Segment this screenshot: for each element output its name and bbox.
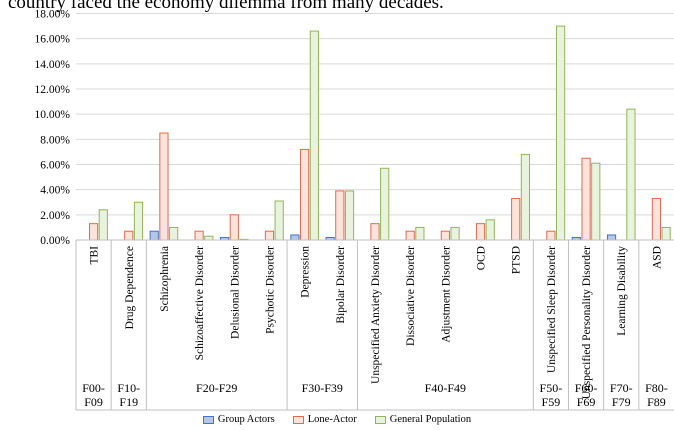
group-label: F79 [612,395,631,409]
y-tick-label: 10.00% [35,109,71,121]
legend-label: Group Actors [218,414,275,425]
bar-lone-actor [265,231,273,240]
legend-swatch-lone-actor [293,416,304,424]
bar-lone-actor [512,198,520,240]
category-label: Schizophrenia [159,246,171,312]
group-label: F69 [577,395,596,409]
legend-item-lone-actor: Lone-Actor [293,414,357,425]
group-label: F30-F39 [302,381,343,395]
bar-general-population [134,202,142,240]
category-label: Learning Disability [616,246,628,336]
bar-lone-actor [89,224,97,240]
bar-general-population [310,31,318,240]
group-label: F00- [82,381,105,395]
group-label: F80- [645,381,668,395]
y-tick-label: 14.00% [35,59,71,71]
bar-general-population [170,227,178,240]
y-tick-label: 6.00% [40,160,70,172]
bar-lone-actor [652,198,660,240]
group-label: F09 [84,395,103,409]
bar-general-population [205,236,213,240]
legend-item-group-actors: Group Actors [203,414,275,425]
category-label: Dissociative Disorder [405,246,417,346]
bar-lone-actor [301,149,309,240]
bar-general-population [627,109,635,240]
category-label: Depression [300,246,312,298]
legend-swatch-general-population [375,416,386,424]
category-label: Delusional Disorder [229,246,241,339]
bar-general-population [451,227,459,240]
legend-swatch-group-actors [203,416,214,424]
bar-lone-actor [371,224,379,240]
bar-lone-actor [230,215,238,240]
category-label: Unspecified Anxiety Disorder [370,246,382,384]
bar-general-population [556,26,564,240]
bar-general-population [345,191,353,240]
bar-general-population [275,201,283,240]
group-label: F10- [117,381,140,395]
y-tick-label: 0.00% [40,235,70,247]
group-label: F59 [542,395,561,409]
bar-lone-actor [336,191,344,240]
group-label: F19 [119,395,138,409]
category-label: ASD [651,246,663,269]
category-label: Schizoaffective Disorder [194,246,206,361]
category-label: Unspecified Personality Disorder [581,246,593,399]
group-label: F89 [647,395,666,409]
y-tick-label: 4.00% [40,185,70,197]
group-label: F70- [610,381,633,395]
y-tick-label: 12.00% [35,84,71,96]
legend-item-general-population: General Population [375,414,471,425]
bar-lone-actor [195,231,203,240]
group-label: F50- [540,381,563,395]
bar-general-population [416,227,424,240]
category-label: Bipolar Disorder [335,246,347,324]
y-tick-label: 18.00% [35,9,71,21]
bar-general-population [662,227,670,240]
bar-general-population [381,168,389,240]
bar-lone-actor [476,224,484,240]
bar-lone-actor [547,231,555,240]
category-label: Unspecified Sleep Disorder [546,246,558,373]
group-label: F40-F49 [425,381,466,395]
bar-group-actors [291,235,299,240]
bar-general-population [486,220,494,240]
bar-lone-actor [160,133,168,240]
category-label: Drug Dependence [124,246,136,329]
bar-group-actors [607,235,615,240]
category-label: TBI [89,246,101,265]
bar-lone-actor [441,231,449,240]
category-label: PTSD [511,246,523,274]
legend-label: General Population [390,414,471,425]
category-label: Adjustment Disorder [440,246,452,343]
group-label: F60- [575,381,598,395]
group-label: F20-F29 [196,381,237,395]
bar-general-population [592,163,600,240]
y-tick-label: 8.00% [40,134,70,146]
y-tick-label: 2.00% [40,210,70,222]
bar-general-population [99,210,107,240]
bar-group-actors [150,231,158,240]
bar-lone-actor [406,231,414,240]
y-tick-label: 16.00% [35,34,71,46]
legend: Group Actors Lone-Actor General Populati… [0,414,674,425]
category-label: OCD [476,246,488,270]
bar-lone-actor [582,158,590,240]
category-label: Psychotic Disorder [264,246,276,334]
legend-label: Lone-Actor [308,414,357,425]
bar-lone-actor [125,231,133,240]
bar-general-population [521,154,529,240]
